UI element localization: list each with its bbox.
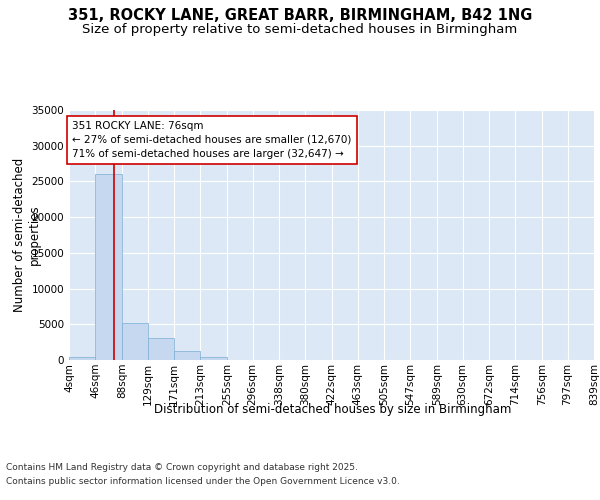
Text: 351, ROCKY LANE, GREAT BARR, BIRMINGHAM, B42 1NG: 351, ROCKY LANE, GREAT BARR, BIRMINGHAM,…: [68, 8, 532, 22]
Bar: [122, 323, 148, 360]
Bar: [174, 350, 200, 360]
Text: Contains HM Land Registry data © Crown copyright and database right 2025.: Contains HM Land Registry data © Crown c…: [6, 464, 358, 472]
Text: Size of property relative to semi-detached houses in Birmingham: Size of property relative to semi-detach…: [82, 22, 518, 36]
Text: Distribution of semi-detached houses by size in Birmingham: Distribution of semi-detached houses by …: [154, 402, 512, 415]
Text: Contains public sector information licensed under the Open Government Licence v3: Contains public sector information licen…: [6, 477, 400, 486]
Bar: [69, 357, 95, 360]
Bar: [95, 174, 122, 360]
Bar: [200, 357, 227, 360]
Y-axis label: Number of semi-detached
properties: Number of semi-detached properties: [13, 158, 41, 312]
Text: 351 ROCKY LANE: 76sqm
← 27% of semi-detached houses are smaller (12,670)
71% of : 351 ROCKY LANE: 76sqm ← 27% of semi-deta…: [72, 120, 352, 158]
Bar: [148, 338, 174, 360]
